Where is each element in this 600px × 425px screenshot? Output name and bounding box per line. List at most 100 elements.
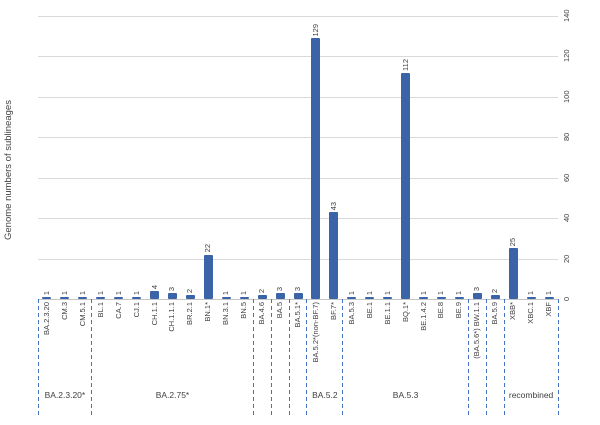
bar [365,296,375,299]
bar-value-label: 1 [454,290,464,295]
bar-value-label: 2 [257,288,267,293]
group-separator-line [503,299,505,417]
category-label: (BA.5.6*) BW.1.1 [472,302,482,359]
bar [329,212,339,299]
y-tick-label: 100 [562,90,571,104]
bar [544,296,554,299]
bar [436,296,446,299]
bar [239,296,249,299]
bar [293,292,303,299]
bar [401,72,411,299]
category-label: XBB* [508,302,518,320]
category-label: BR.2.1 [185,302,195,325]
category-label: BN.1* [203,302,213,322]
bar-value-label: 1 [77,290,87,295]
group-separator-line [270,299,272,417]
bar-value-label: 1 [526,290,536,295]
bar-value-label: 1 [113,290,123,295]
bar [78,296,88,299]
gridline-y60 [38,177,558,179]
y-tick-label: 120 [562,50,571,63]
group-label: BA.2.3.20* [44,390,86,400]
bar-value-label: 2 [490,288,500,293]
category-label: BA.5.1* [293,302,302,328]
group-label: BA.5.3 [392,390,419,400]
category-label: BN.5 [239,302,249,319]
category-label: BE.1 [364,302,374,319]
gridline-y140 [38,16,558,17]
category-label: BA.4.6 [257,302,267,325]
category-label: BN.3.1 [221,302,231,325]
category-label: XBC.1 [526,302,536,324]
y-tick-label: 40 [562,213,571,223]
bar [60,296,70,299]
bar-value-label: 1 [95,290,105,295]
category-label: BL.1 [95,302,105,318]
bar-value-label: 1 [544,290,554,295]
category-label: CM.3 [59,302,69,320]
bar [419,296,429,299]
gridline-y80 [38,137,558,139]
bar-value-label: 112 [400,58,410,71]
gridline-y100 [38,96,558,98]
group-separator-line [252,299,254,417]
group-separator-line [342,299,344,417]
y-tick-label: 140 [562,9,571,23]
bar-value-label: 2 [185,288,195,293]
group-label: recombined [508,390,554,400]
group-separator-line [288,299,290,417]
gridline-y20 [38,258,558,260]
bar [526,296,536,299]
bar [490,294,500,299]
category-label: BE.9 [454,302,464,319]
y-tick-label: 60 [562,173,571,182]
bar-value-label: 3 [472,286,482,291]
bar-value-label: 25 [508,238,518,247]
bar-value-label: 3 [167,286,177,291]
bar [96,296,106,299]
group-separator-line [485,299,487,417]
x-axis-line [38,299,558,300]
bar [221,296,231,299]
bar-value-label: 1 [346,290,356,295]
bar-value-label: 4 [149,284,159,289]
group-separator-line [557,299,559,417]
bar [114,296,124,299]
bar-value-label: 129 [310,23,320,37]
group-separator-line [467,299,469,417]
category-label: BA.5.3 [346,302,356,325]
bar [508,248,518,299]
category-label: CH.1.1.1 [167,302,177,332]
bar-value-label: 1 [436,290,446,295]
bar-value-label: 1 [221,290,231,295]
bar-value-label: 1 [131,290,141,295]
category-label: BA.5 [275,302,285,319]
category-label: BE.1.4.2 [418,302,428,331]
group-separator-line [91,299,93,417]
bar [311,38,321,299]
bar [167,292,177,299]
bar [132,296,142,299]
y-tick-label: 80 [562,133,571,142]
gridline-y40 [38,218,558,220]
bar [257,294,267,299]
category-label: CM.5.1 [77,302,87,327]
bar-value-label: 3 [275,286,285,291]
category-label: BQ.1* [400,302,410,323]
bar-value-label: 1 [41,290,51,295]
bar-value-label: 1 [418,290,428,295]
bar [275,292,285,299]
bar [347,296,357,299]
category-label: BF.7* [328,302,338,320]
bar [203,254,213,299]
bar-value-label: 3 [293,286,302,291]
bar [185,294,195,299]
category-label: CJ.1 [131,302,141,318]
bar [454,296,464,299]
category-label: BA.2.3.20 [41,302,51,335]
bar-value-label: 22 [203,244,213,253]
bar [42,296,52,299]
bar [472,292,482,299]
bar-value-label: 1 [239,290,249,295]
